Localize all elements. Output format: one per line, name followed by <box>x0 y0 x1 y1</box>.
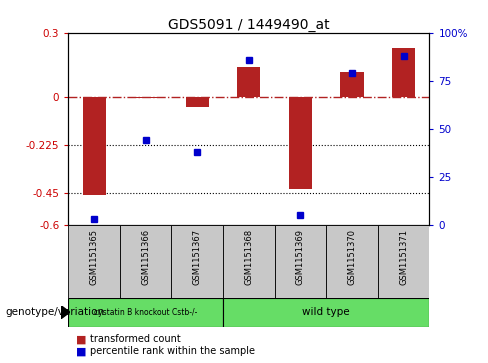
Bar <box>275 225 326 298</box>
Polygon shape <box>61 306 70 319</box>
Text: GSM1151368: GSM1151368 <box>244 229 253 285</box>
Bar <box>120 225 171 298</box>
Bar <box>223 298 429 327</box>
Bar <box>378 225 429 298</box>
Text: wild type: wild type <box>303 307 350 317</box>
Text: GSM1151367: GSM1151367 <box>193 229 202 285</box>
Bar <box>237 67 261 97</box>
Bar <box>326 225 378 298</box>
Text: GSM1151370: GSM1151370 <box>347 229 357 285</box>
Bar <box>341 72 364 97</box>
Bar <box>68 225 120 298</box>
Text: transformed count: transformed count <box>90 334 181 344</box>
Bar <box>392 48 415 97</box>
Text: cystatin B knockout Cstb-/-: cystatin B knockout Cstb-/- <box>94 308 197 317</box>
Text: GSM1151365: GSM1151365 <box>90 229 99 285</box>
Bar <box>171 225 223 298</box>
Text: genotype/variation: genotype/variation <box>5 307 104 317</box>
Bar <box>134 97 157 98</box>
Title: GDS5091 / 1449490_at: GDS5091 / 1449490_at <box>168 18 330 32</box>
Bar <box>223 225 275 298</box>
Bar <box>82 97 106 195</box>
Text: percentile rank within the sample: percentile rank within the sample <box>90 346 255 356</box>
Bar <box>289 97 312 189</box>
Bar <box>68 298 223 327</box>
Text: GSM1151371: GSM1151371 <box>399 229 408 285</box>
Text: GSM1151369: GSM1151369 <box>296 229 305 285</box>
Bar <box>186 97 209 107</box>
Text: GSM1151366: GSM1151366 <box>141 229 150 285</box>
Text: ■: ■ <box>76 334 86 344</box>
Text: ■: ■ <box>76 346 86 356</box>
